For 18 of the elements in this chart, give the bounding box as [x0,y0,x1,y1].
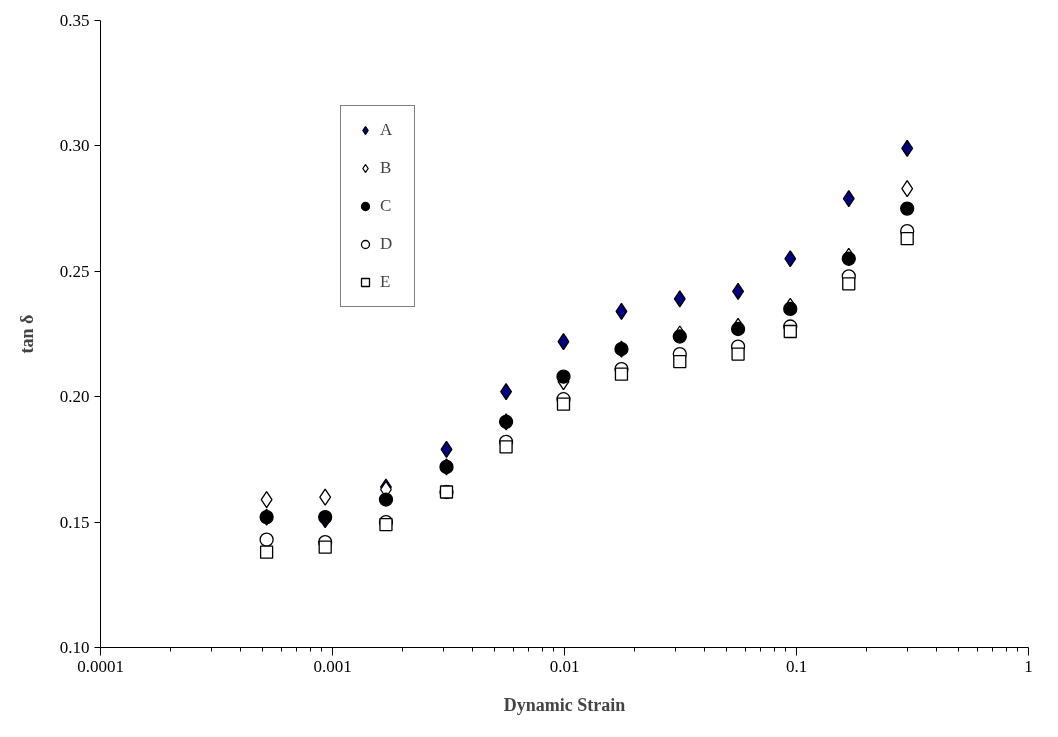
y-tick-label: 0.35 [59,11,90,30]
y-tick-label: 0.10 [59,638,90,657]
legend-label: E [380,272,392,292]
y-tick-label: 0.15 [59,512,90,532]
y-tick-label: 0.20 [59,387,90,407]
legend-label: B [380,158,393,178]
x-tick-label: 0.0001 [77,656,124,676]
legend-label: A [380,120,394,140]
x-tick-label: 0.001 [313,656,352,676]
y-tick-label: 0.25 [59,261,90,281]
x-axis-title: Dynamic Strain [503,694,626,715]
x-tick-label: 0.01 [549,656,580,676]
y-axis-title: tan δ [16,314,37,354]
x-tick-label: 1 [1024,656,1033,676]
legend-label: D [380,234,394,254]
y-tick-label: 0.30 [59,136,90,156]
legend-label: C [380,196,393,216]
x-tick-label: 0.1 [785,656,808,676]
